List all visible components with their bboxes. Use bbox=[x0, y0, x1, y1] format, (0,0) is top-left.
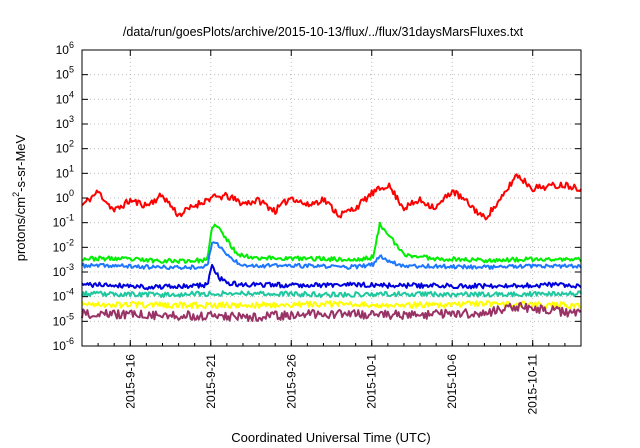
series-line-2 bbox=[81, 221, 582, 264]
chart-title: /data/run/goesPlots/archive/2015-10-13/f… bbox=[123, 25, 524, 39]
series-line-1 bbox=[81, 173, 582, 221]
y-tick-label: 101 bbox=[56, 163, 74, 180]
y-tick-label: 102 bbox=[56, 139, 74, 156]
x-axis: 2015-9-16 2015-9-21 2015-9-26 2015-10-1 2015… bbox=[81, 50, 582, 415]
y-tick-label: 10-2 bbox=[53, 237, 74, 254]
x-axis-label: Coordinated Universal Time (UTC) bbox=[231, 430, 430, 445]
series-group bbox=[81, 173, 582, 322]
y-tick-label: 104 bbox=[56, 89, 74, 106]
series-line-5 bbox=[81, 290, 582, 299]
series-line-7 bbox=[81, 301, 582, 322]
x-tick-label: 2015-9-16 bbox=[123, 354, 137, 409]
y-tick-label: 10-5 bbox=[53, 311, 74, 328]
y-tick-label: 106 bbox=[56, 40, 74, 57]
series-line-3 bbox=[81, 241, 582, 271]
x-tick-label: 2015-10-6 bbox=[445, 354, 459, 409]
series-line-4 bbox=[81, 263, 582, 291]
x-tick-label: 2015-9-21 bbox=[204, 354, 218, 409]
x-tick-label: 2015-9-26 bbox=[284, 354, 298, 409]
y-axis-label: protons/cm2-s-sr-MeV bbox=[11, 134, 28, 261]
series-line-6 bbox=[81, 300, 582, 310]
y-tick-label: 103 bbox=[56, 114, 74, 131]
y-tick-label: 100 bbox=[56, 188, 74, 205]
y-tick-label: 10-3 bbox=[53, 262, 74, 279]
y-tick-label: 10-1 bbox=[53, 213, 74, 230]
y-tick-label: 105 bbox=[56, 65, 74, 82]
x-tick-label: 2015-10-11 bbox=[526, 354, 540, 415]
y-tick-label: 10-4 bbox=[53, 287, 74, 304]
y-tick-label: 10-6 bbox=[53, 336, 74, 353]
x-tick-label: 2015-10-1 bbox=[365, 354, 379, 409]
